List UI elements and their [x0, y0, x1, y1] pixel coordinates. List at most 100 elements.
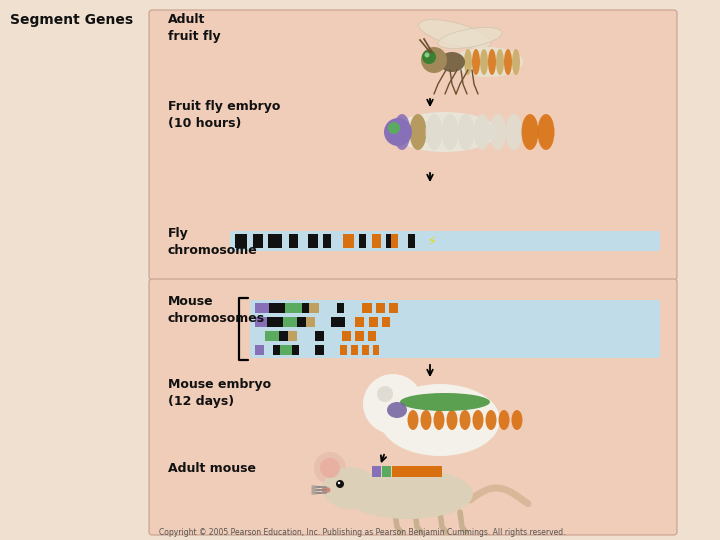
FancyBboxPatch shape [149, 279, 677, 535]
Ellipse shape [394, 114, 410, 150]
Bar [255, 317, 267, 327]
Ellipse shape [392, 112, 498, 152]
Bar [283, 317, 297, 327]
Ellipse shape [439, 52, 465, 72]
Bar [385, 303, 389, 313]
Bar [392, 466, 402, 477]
Bar [297, 331, 315, 341]
Bar [265, 331, 279, 341]
Ellipse shape [457, 114, 474, 150]
Bar [255, 331, 265, 341]
Bar [369, 345, 373, 355]
Bar [299, 345, 315, 355]
Bar [432, 466, 442, 477]
Bar [273, 345, 280, 355]
Circle shape [422, 50, 436, 64]
Bar [415, 234, 435, 248]
Bar [323, 234, 331, 248]
Bar [359, 234, 366, 248]
Bar [276, 317, 283, 327]
Bar [362, 345, 369, 355]
Ellipse shape [418, 19, 491, 49]
Bar [422, 466, 432, 477]
Bar [337, 303, 344, 313]
Bar [398, 234, 408, 248]
Circle shape [336, 480, 344, 488]
Bar [324, 345, 340, 355]
Ellipse shape [472, 49, 480, 75]
FancyBboxPatch shape [230, 231, 660, 251]
Bar [331, 317, 338, 327]
Bar [280, 345, 292, 355]
Bar [306, 317, 315, 327]
Bar [382, 317, 390, 327]
Bar [354, 234, 359, 248]
Ellipse shape [511, 410, 523, 430]
FancyBboxPatch shape [250, 342, 660, 358]
Bar [344, 303, 362, 313]
Bar [235, 234, 247, 248]
Bar [315, 317, 331, 327]
Bar [364, 331, 368, 341]
Text: Fly
chromosome: Fly chromosome [168, 227, 258, 257]
Ellipse shape [322, 487, 330, 493]
Bar [279, 331, 288, 341]
Ellipse shape [474, 114, 490, 150]
Circle shape [388, 122, 400, 134]
Text: Copyright © 2005 Pearson Education, Inc. Publishing as Pearson Benjamin Cummings: Copyright © 2005 Pearson Education, Inc.… [158, 528, 565, 537]
Bar [343, 234, 354, 248]
Ellipse shape [485, 410, 497, 430]
Bar [282, 234, 289, 248]
Bar [362, 303, 372, 313]
Circle shape [425, 52, 430, 57]
Bar [319, 303, 337, 313]
Bar [267, 317, 276, 327]
Bar [253, 234, 263, 248]
Text: ⚡: ⚡ [428, 234, 436, 247]
Bar [338, 317, 345, 327]
Ellipse shape [426, 114, 443, 150]
Bar [345, 317, 355, 327]
Bar [347, 345, 351, 355]
Circle shape [320, 458, 340, 478]
Bar [378, 317, 382, 327]
Bar [366, 234, 372, 248]
Bar [402, 466, 412, 477]
Ellipse shape [488, 49, 496, 75]
Ellipse shape [459, 410, 470, 430]
Ellipse shape [504, 49, 512, 75]
Bar [372, 466, 381, 477]
Circle shape [384, 118, 412, 146]
Bar [381, 234, 386, 248]
Circle shape [377, 386, 393, 402]
Bar [288, 331, 297, 341]
Bar [315, 331, 324, 341]
FancyBboxPatch shape [250, 328, 660, 344]
Bar [278, 303, 285, 313]
Bar [255, 345, 264, 355]
FancyBboxPatch shape [149, 10, 677, 280]
Text: Adult mouse: Adult mouse [168, 462, 256, 475]
Bar [340, 345, 347, 355]
Text: Mouse embryo
(12 days): Mouse embryo (12 days) [168, 378, 271, 408]
Ellipse shape [387, 402, 407, 418]
Ellipse shape [446, 410, 457, 430]
Bar [358, 345, 362, 355]
Bar [355, 331, 364, 341]
Ellipse shape [498, 410, 510, 430]
Bar [372, 234, 381, 248]
Bar [369, 317, 378, 327]
Bar [255, 303, 269, 313]
Bar [302, 303, 309, 313]
Bar [373, 345, 379, 355]
Text: Fruit fly embryo
(10 hours): Fruit fly embryo (10 hours) [168, 100, 280, 130]
Ellipse shape [323, 467, 377, 509]
Ellipse shape [521, 114, 539, 150]
Bar [355, 317, 364, 327]
Bar [318, 234, 323, 248]
Ellipse shape [438, 28, 502, 49]
Bar [351, 345, 358, 355]
Bar [351, 331, 355, 341]
Ellipse shape [505, 114, 523, 150]
Bar [315, 345, 324, 355]
